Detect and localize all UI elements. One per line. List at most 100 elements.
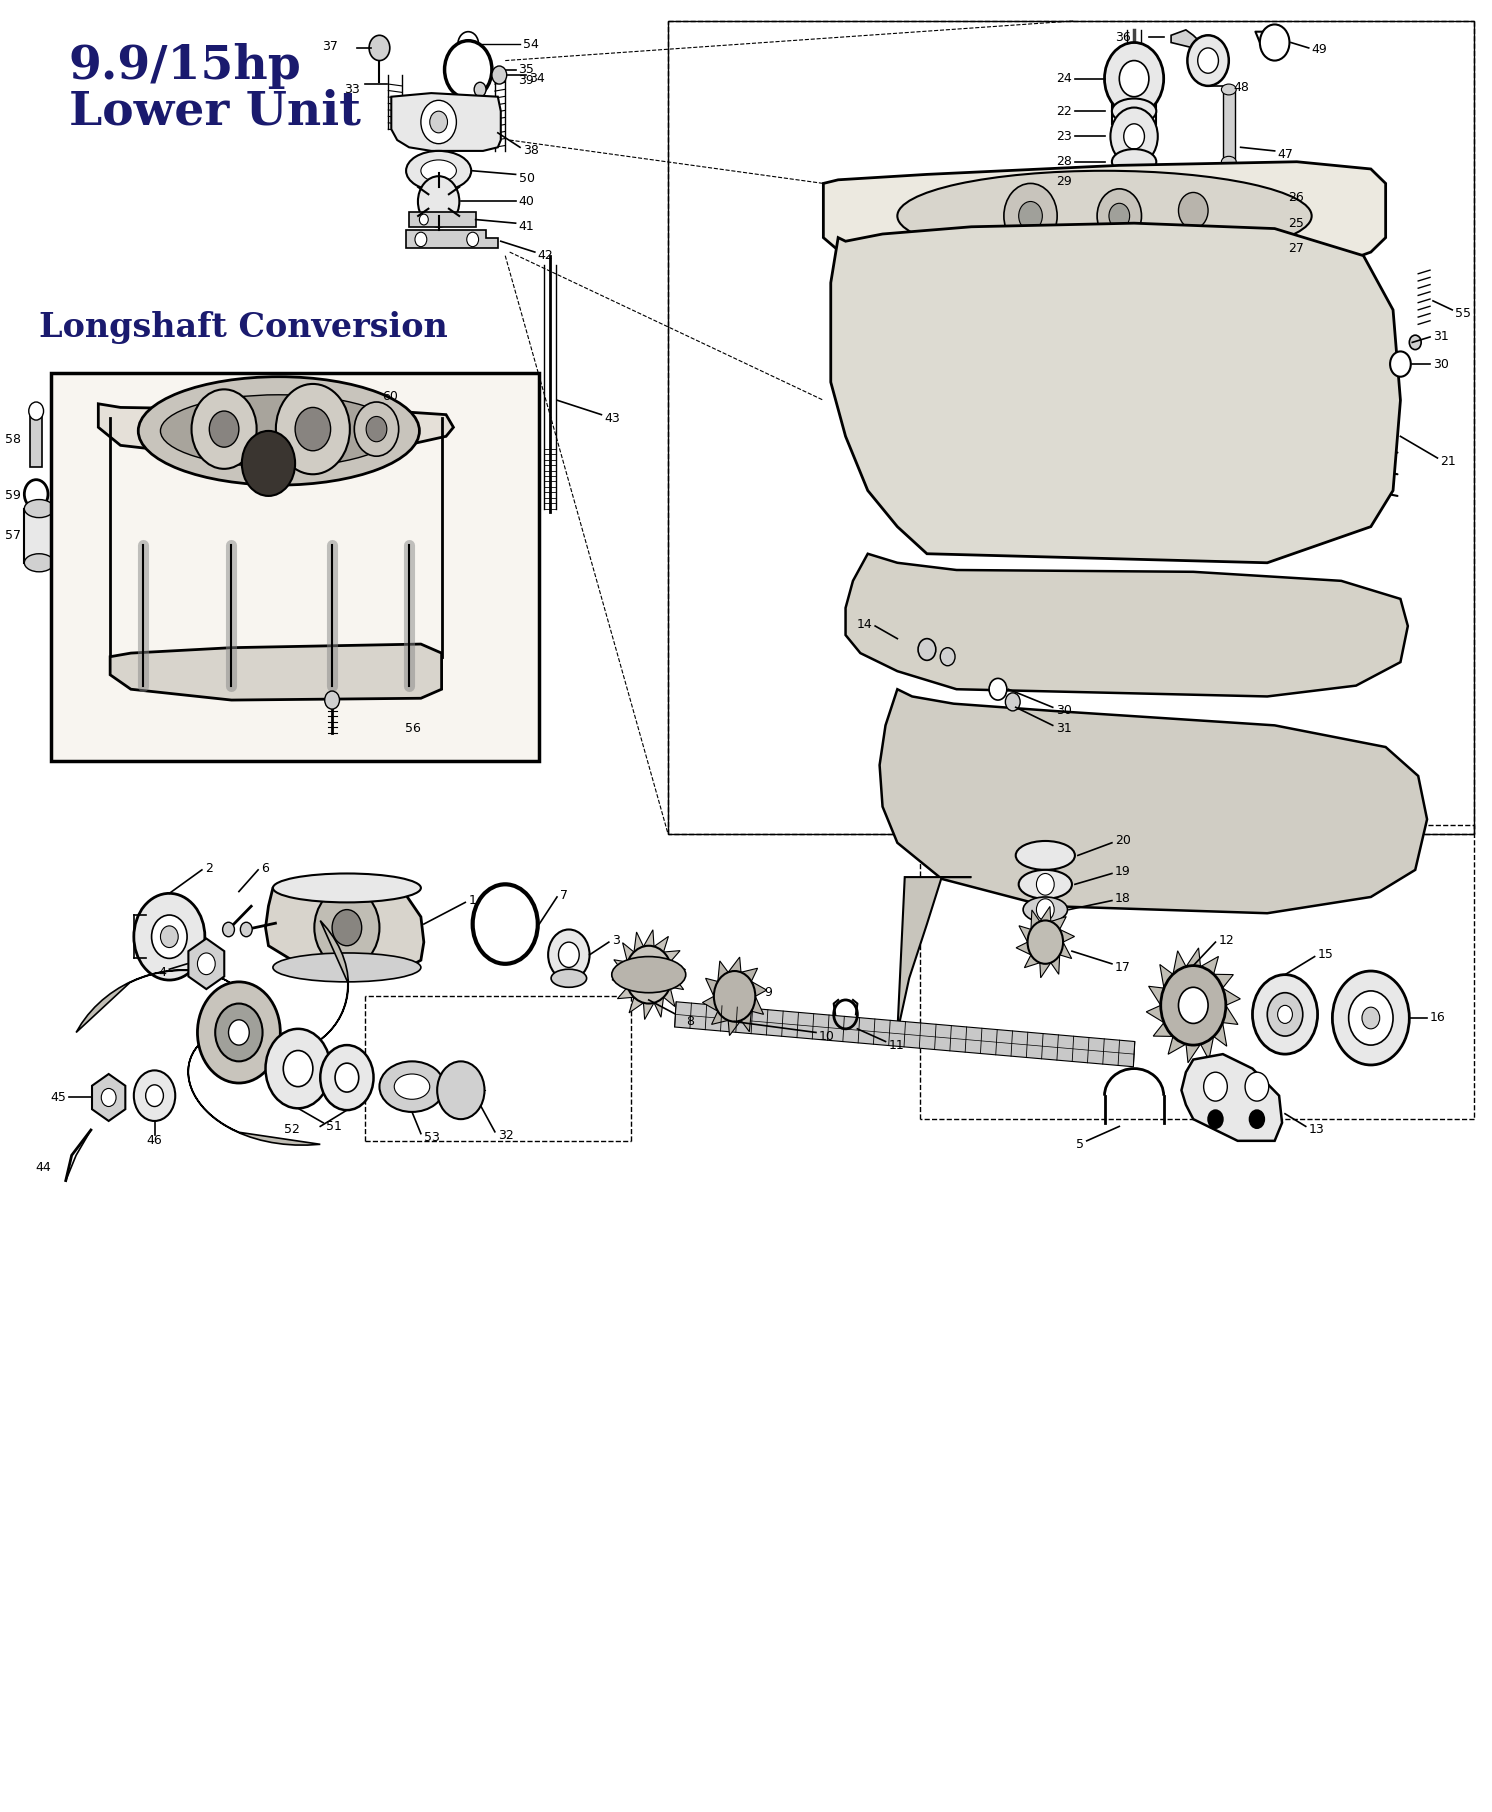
Ellipse shape <box>1222 156 1237 167</box>
Text: 32: 32 <box>498 1129 513 1142</box>
Text: 39: 39 <box>519 74 534 87</box>
Bar <box>668 22 1474 834</box>
Text: 28: 28 <box>1056 156 1071 169</box>
Ellipse shape <box>295 408 331 451</box>
Ellipse shape <box>1006 692 1021 710</box>
Text: 56: 56 <box>404 723 421 736</box>
Bar <box>30 413 42 467</box>
Text: 12: 12 <box>1219 933 1234 948</box>
Ellipse shape <box>222 922 234 937</box>
Polygon shape <box>612 975 628 988</box>
Polygon shape <box>270 920 348 1055</box>
Text: 21: 21 <box>1440 455 1456 467</box>
Ellipse shape <box>1259 24 1289 60</box>
Ellipse shape <box>1037 899 1055 920</box>
Ellipse shape <box>1104 42 1164 114</box>
Ellipse shape <box>1161 966 1226 1046</box>
Polygon shape <box>674 1002 1135 1067</box>
Polygon shape <box>1153 1022 1173 1036</box>
Ellipse shape <box>1019 201 1043 230</box>
Text: 52: 52 <box>283 1123 300 1136</box>
Ellipse shape <box>228 1020 249 1046</box>
Ellipse shape <box>283 1051 313 1087</box>
Bar <box>409 212 476 226</box>
Text: 58: 58 <box>6 433 21 446</box>
Polygon shape <box>1059 930 1074 942</box>
Text: 51: 51 <box>327 1120 342 1132</box>
Text: 54: 54 <box>524 38 539 51</box>
Polygon shape <box>670 975 683 989</box>
Polygon shape <box>1186 948 1201 966</box>
Ellipse shape <box>1349 991 1394 1046</box>
Text: 29: 29 <box>1056 176 1071 188</box>
Ellipse shape <box>467 232 479 246</box>
Text: 3: 3 <box>612 933 619 948</box>
Ellipse shape <box>492 65 507 83</box>
Ellipse shape <box>437 1062 485 1120</box>
Text: 23: 23 <box>1056 130 1071 143</box>
Ellipse shape <box>962 254 971 265</box>
Ellipse shape <box>551 969 586 988</box>
Text: 9: 9 <box>764 986 771 998</box>
Text: 25: 25 <box>1288 217 1304 230</box>
Text: 16: 16 <box>1429 1011 1446 1024</box>
Polygon shape <box>880 689 1426 913</box>
Ellipse shape <box>161 926 178 948</box>
Ellipse shape <box>266 1029 331 1109</box>
Ellipse shape <box>1119 60 1149 96</box>
Ellipse shape <box>1004 183 1058 248</box>
Ellipse shape <box>1016 841 1074 870</box>
Ellipse shape <box>354 402 398 457</box>
Ellipse shape <box>24 500 54 518</box>
Ellipse shape <box>1252 975 1317 1055</box>
Polygon shape <box>1040 906 1050 922</box>
Ellipse shape <box>242 431 295 496</box>
Text: 10: 10 <box>819 1029 836 1042</box>
Text: Longshaft Conversion: Longshaft Conversion <box>39 312 448 344</box>
Ellipse shape <box>406 150 471 190</box>
Ellipse shape <box>1123 123 1144 149</box>
Polygon shape <box>728 957 742 973</box>
Ellipse shape <box>1228 187 1262 208</box>
Bar <box>51 373 539 761</box>
Polygon shape <box>728 1020 742 1036</box>
Text: 13: 13 <box>1308 1123 1325 1136</box>
Polygon shape <box>897 877 971 1033</box>
Text: 49: 49 <box>1311 43 1328 56</box>
Ellipse shape <box>947 254 956 265</box>
Polygon shape <box>1016 942 1031 955</box>
Polygon shape <box>188 1044 321 1145</box>
Ellipse shape <box>1277 1006 1292 1024</box>
Polygon shape <box>664 951 680 962</box>
Polygon shape <box>824 161 1386 283</box>
Polygon shape <box>1031 910 1040 930</box>
Ellipse shape <box>325 690 340 708</box>
Ellipse shape <box>897 170 1311 261</box>
Text: 24: 24 <box>1056 72 1071 85</box>
Text: 47: 47 <box>1277 149 1294 161</box>
Ellipse shape <box>394 1075 430 1100</box>
Text: 50: 50 <box>519 172 534 185</box>
Ellipse shape <box>276 384 349 475</box>
Text: 4: 4 <box>158 966 167 978</box>
Polygon shape <box>630 997 643 1013</box>
Ellipse shape <box>191 390 257 469</box>
Text: 20: 20 <box>1115 835 1131 848</box>
Text: 37: 37 <box>322 40 339 53</box>
Text: 34: 34 <box>528 72 545 85</box>
Polygon shape <box>831 223 1401 564</box>
Text: 1: 1 <box>468 893 476 908</box>
Ellipse shape <box>1109 203 1129 228</box>
Polygon shape <box>1222 988 1240 1006</box>
Ellipse shape <box>24 554 54 573</box>
Ellipse shape <box>1222 83 1237 94</box>
Ellipse shape <box>1112 98 1156 123</box>
Ellipse shape <box>713 971 755 1022</box>
Text: 36: 36 <box>1116 31 1131 43</box>
Text: 27: 27 <box>1288 243 1304 255</box>
Ellipse shape <box>1188 34 1229 85</box>
Ellipse shape <box>967 228 976 239</box>
Text: 43: 43 <box>604 411 621 424</box>
Ellipse shape <box>215 1004 263 1062</box>
Ellipse shape <box>548 930 589 980</box>
